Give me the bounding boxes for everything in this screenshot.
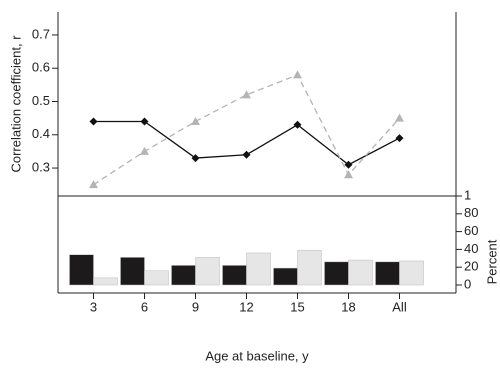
bar [246, 252, 271, 286]
data-point [293, 70, 302, 79]
bar [120, 257, 145, 286]
data-point [191, 116, 200, 125]
bar [93, 277, 118, 286]
x-tick-label: 6 [141, 299, 148, 314]
x-tick-label: 18 [341, 299, 355, 314]
y2-tick-label: 80 [464, 205, 478, 220]
y2-tick-label: 0 [464, 276, 471, 291]
y-tick-label: 0.6 [32, 60, 50, 75]
bar [297, 250, 322, 286]
y-tick-label: 0.7 [32, 26, 50, 41]
bar [399, 260, 424, 286]
data-point [242, 150, 251, 159]
data-point [89, 117, 98, 126]
data-point [344, 170, 353, 179]
data-point [191, 154, 200, 163]
data-point [140, 117, 149, 126]
data-point [242, 90, 251, 99]
x-tick-label: 3 [90, 299, 97, 314]
bar [69, 254, 94, 286]
bar [222, 265, 247, 286]
bar [144, 270, 169, 286]
y2-tick-label: 20 [464, 259, 478, 274]
y-axis-label: Correlation coefficient, r [8, 35, 23, 173]
bar [324, 261, 349, 286]
y-tick-label: 0.3 [32, 159, 50, 174]
y2-tick-label: 1 [464, 187, 471, 202]
data-point [140, 146, 149, 155]
bar [273, 267, 298, 286]
bar [375, 261, 400, 286]
x-tick-label: 12 [239, 299, 253, 314]
y2-tick-label: 40 [464, 241, 478, 256]
data-point [395, 134, 404, 143]
y-tick-label: 0.5 [32, 93, 50, 108]
y2-tick-label: 60 [464, 223, 478, 238]
x-tick-label: 15 [290, 299, 304, 314]
y2-axis-label: Percent [484, 239, 499, 284]
data-point [344, 160, 353, 169]
bar [348, 259, 373, 286]
data-point [293, 120, 302, 129]
data-point [395, 113, 404, 122]
bar [195, 257, 220, 286]
x-axis-label: Age at baseline, y [205, 348, 309, 363]
y-tick-label: 0.4 [32, 126, 50, 141]
x-tick-label: All [392, 299, 407, 314]
x-tick-label: 9 [192, 299, 199, 314]
bar [171, 265, 196, 286]
data-point [89, 180, 98, 189]
